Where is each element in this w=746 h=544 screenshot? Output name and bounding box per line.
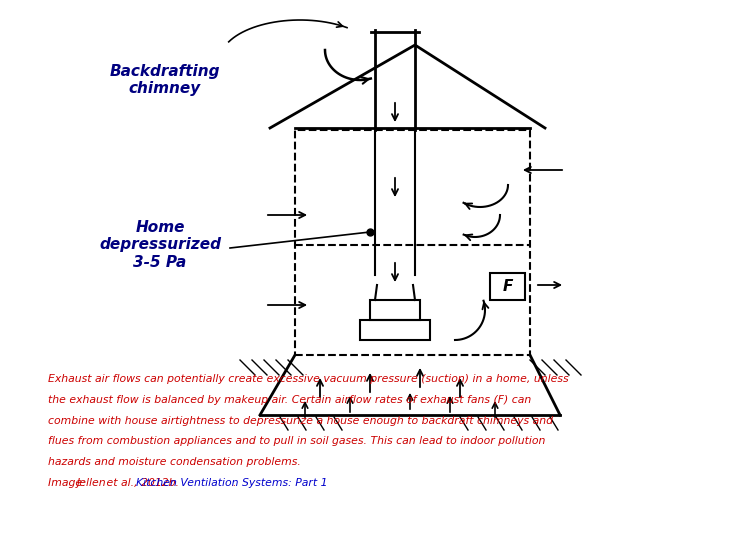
Text: Exhaust air flows can potentially create excessive vacuum pressure (suction) in : Exhaust air flows can potentially create…	[48, 374, 569, 385]
Text: flues from combustion appliances and to pull in soil gases. This can lead to ind: flues from combustion appliances and to …	[48, 436, 546, 447]
Bar	[370, 300, 420, 320]
Text: Home
depressurized
3-5 Pa: Home depressurized 3-5 Pa	[99, 220, 221, 270]
Bar	[295, 130, 530, 355]
Text: Image:: Image:	[48, 478, 90, 488]
Bar	[360, 320, 430, 340]
Text: .: .	[233, 478, 236, 488]
Bar	[490, 273, 525, 300]
Text: Jellen: Jellen	[77, 478, 107, 488]
Text: combine with house airtightness to depressurize a house enough to backdraft chim: combine with house airtightness to depre…	[48, 416, 554, 426]
Text: hazards and moisture condensation problems.: hazards and moisture condensation proble…	[48, 457, 301, 467]
Text: Backdrafting
chimney: Backdrafting chimney	[110, 64, 220, 96]
Text: the exhaust flow is balanced by makeup air. Certain airflow rates of exhaust fan: the exhaust flow is balanced by makeup a…	[48, 395, 532, 405]
Text: F: F	[502, 279, 513, 294]
Text: et al., 2012b.: et al., 2012b.	[103, 478, 183, 488]
Text: Kitchen Ventilation Systems: Part 1: Kitchen Ventilation Systems: Part 1	[136, 478, 327, 488]
